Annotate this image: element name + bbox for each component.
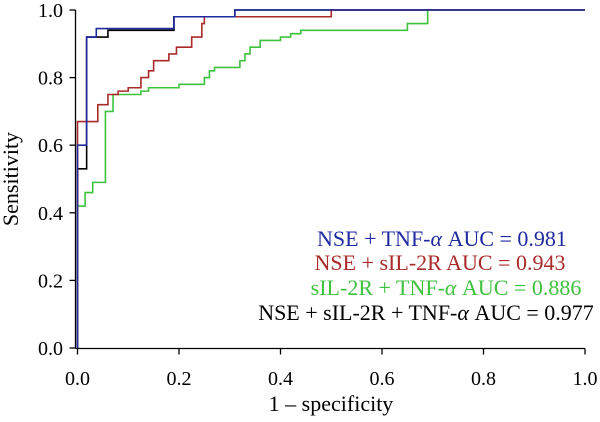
legend: NSE + TNF-α AUC = 0.981 NSE + sIL-2R AUC… [258, 226, 594, 325]
x-tick-label: 0.6 [370, 368, 395, 390]
x-tick-label: 1.0 [573, 368, 598, 390]
roc-curves [76, 9, 585, 348]
y-tick-label: 0.4 [38, 203, 63, 225]
y-axis-label: Sensitivity [0, 132, 23, 226]
y-tick-label: 1.0 [38, 0, 63, 22]
legend-entry-nse-sil-2r-tnf: NSE + sIL-2R + TNF-α AUC = 0.977 [258, 300, 594, 325]
legend-entry-nse-sil-2r: NSE + sIL-2R AUC = 0.943 [315, 250, 566, 275]
legend-entry-nse-tnf: NSE + TNF-α AUC = 0.981 [317, 226, 567, 251]
y-tick-label: 0.0 [38, 338, 63, 360]
y-tick-label: 0.6 [38, 135, 63, 157]
legend-entry-sil-2r-tnf: sIL-2R + TNF-α AUC = 0.886 [311, 275, 582, 300]
x-axis-label: 1 – specificity [269, 391, 394, 416]
y-tick-label: 0.8 [38, 68, 63, 90]
roc-curve-nse-sil-2r [76, 9, 585, 348]
roc-curve-nse-tnf [76, 9, 585, 348]
x-tick-label: 0.8 [471, 368, 496, 390]
x-tick-label: 0.0 [65, 368, 90, 390]
axes: 0.0 0.2 0.4 0.6 0.8 1.0 0.0 0.2 0.4 0.6 0.8 1.0 [38, 0, 598, 390]
roc-curve-sil-2r-tnf [76, 9, 585, 348]
x-tick-label: 0.4 [268, 368, 293, 390]
x-tick-label: 0.2 [167, 368, 192, 390]
y-tick-label: 0.2 [38, 270, 63, 292]
